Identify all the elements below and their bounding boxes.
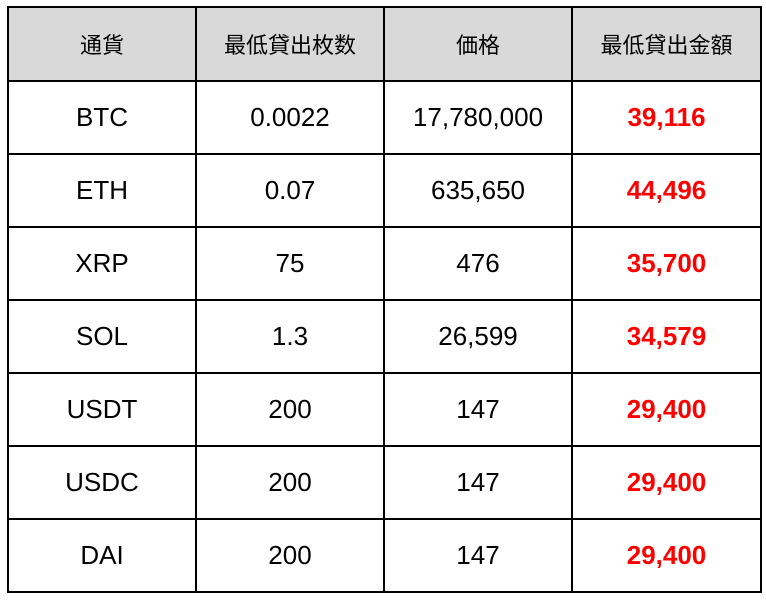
- table-row: XRP 75 476 35,700: [7, 226, 762, 301]
- cell-price: 635,650: [383, 153, 573, 228]
- cell-price: 476: [383, 226, 573, 301]
- table-row: ETH 0.07 635,650 44,496: [7, 153, 762, 228]
- cell-currency: DAI: [7, 518, 197, 593]
- cell-price: 17,780,000: [383, 80, 573, 155]
- cell-min-quantity: 1.3: [195, 299, 385, 374]
- header-min-amount: 最低貸出金額: [571, 6, 762, 82]
- cell-min-quantity: 75: [195, 226, 385, 301]
- cell-min-quantity: 200: [195, 372, 385, 447]
- table-row: USDC 200 147 29,400: [7, 445, 762, 520]
- table-row: DAI 200 147 29,400: [7, 518, 762, 593]
- cell-min-amount: 44,496: [571, 153, 762, 228]
- cell-price: 147: [383, 445, 573, 520]
- cell-currency: USDT: [7, 372, 197, 447]
- table-row: USDT 200 147 29,400: [7, 372, 762, 447]
- cell-min-amount: 29,400: [571, 372, 762, 447]
- cell-price: 147: [383, 518, 573, 593]
- cell-min-quantity: 200: [195, 518, 385, 593]
- cell-currency: USDC: [7, 445, 197, 520]
- cell-currency: ETH: [7, 153, 197, 228]
- cell-price: 147: [383, 372, 573, 447]
- header-min-quantity: 最低貸出枚数: [195, 6, 385, 82]
- cell-currency: BTC: [7, 80, 197, 155]
- cell-min-quantity: 0.07: [195, 153, 385, 228]
- lending-rate-table: 通貨 最低貸出枚数 価格 最低貸出金額 BTC 0.0022 17,780,00…: [7, 6, 762, 593]
- table-header: 通貨 最低貸出枚数 価格 最低貸出金額: [7, 6, 762, 82]
- cell-min-quantity: 200: [195, 445, 385, 520]
- header-currency: 通貨: [7, 6, 197, 82]
- header-price: 価格: [383, 6, 573, 82]
- cell-min-amount: 35,700: [571, 226, 762, 301]
- cell-min-amount: 29,400: [571, 445, 762, 520]
- cell-min-amount: 34,579: [571, 299, 762, 374]
- cell-min-quantity: 0.0022: [195, 80, 385, 155]
- cell-min-amount: 39,116: [571, 80, 762, 155]
- table-row: BTC 0.0022 17,780,000 39,116: [7, 80, 762, 155]
- table-body: BTC 0.0022 17,780,000 39,116 ETH 0.07 63…: [7, 80, 762, 593]
- cell-price: 26,599: [383, 299, 573, 374]
- cell-currency: SOL: [7, 299, 197, 374]
- header-row: 通貨 最低貸出枚数 価格 最低貸出金額: [7, 6, 762, 82]
- table-row: SOL 1.3 26,599 34,579: [7, 299, 762, 374]
- cell-currency: XRP: [7, 226, 197, 301]
- cell-min-amount: 29,400: [571, 518, 762, 593]
